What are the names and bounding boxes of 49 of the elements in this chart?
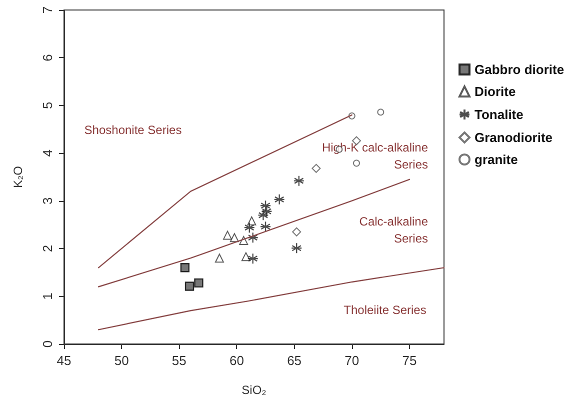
y-tick-label: 1 [40,292,55,300]
point [194,278,204,288]
point [230,233,239,242]
annotation: Shoshonite Series [84,123,182,137]
legend-label: Tonalite [474,107,524,122]
x-tick-label: 50 [114,353,129,368]
point [274,194,285,206]
y-tick-label: 6 [40,54,55,62]
x-tick-label: 45 [56,353,72,368]
x-tick-label: 65 [287,353,302,368]
x-tick-label: 75 [402,353,417,368]
point [260,221,272,232]
point [292,227,302,236]
point [260,200,272,212]
x-tick-label: 70 [344,353,360,368]
y-tick-label: 4 [40,150,55,157]
point [241,252,250,262]
x-tick-label: 55 [172,353,186,368]
point [291,242,302,254]
point [244,222,255,234]
y-axis-title: K₂O [11,166,25,188]
y-tick-label: 5 [40,102,55,110]
point [352,160,360,167]
line-series [98,267,445,330]
x-tick-label: 60 [229,353,244,368]
point [223,230,232,240]
point [258,210,269,221]
annotation: High-K calc-alkaline Series [322,140,428,172]
point [184,282,194,291]
point [247,216,256,226]
legend-label: Diorite [474,84,516,99]
point [180,263,190,272]
point [312,164,321,173]
x-axis-title: SiO₂ [242,383,267,397]
point [377,108,384,116]
y-tick-label: 2 [40,244,55,252]
point [261,206,272,217]
annotation: Calc-alkaline Series [359,214,428,246]
point [293,175,305,186]
legend-label: granite [474,152,518,167]
y-tick-label: 7 [40,6,55,14]
point [247,252,258,264]
point [247,232,258,244]
legend-label: Gabbro diorite [474,62,564,77]
y-tick-label: 0 [40,340,55,348]
legend-label: Granodiorite [474,130,553,145]
annotation: Tholeiite Series [344,303,426,317]
point [214,254,224,263]
y-tick-label: 3 [40,197,55,204]
